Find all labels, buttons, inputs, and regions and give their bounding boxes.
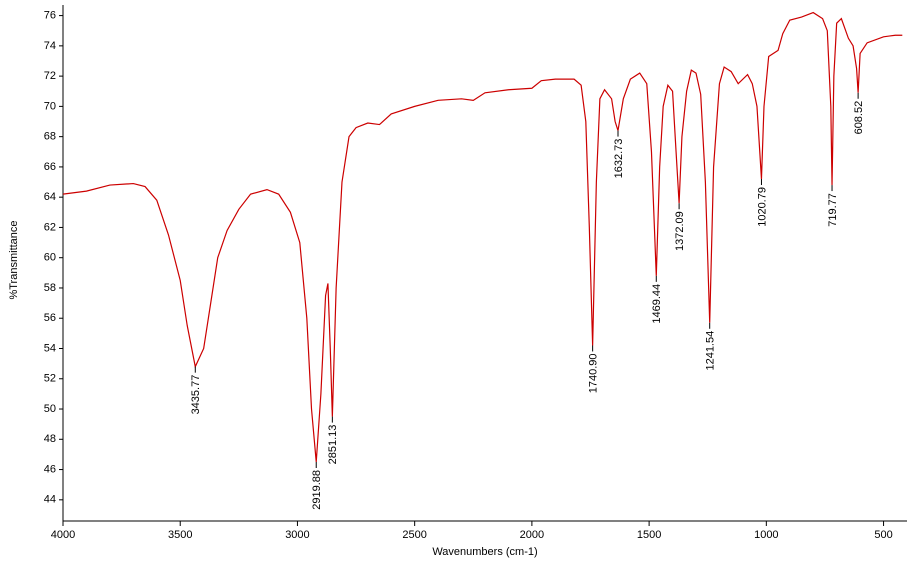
y-tick-label: 46 [44, 463, 56, 475]
x-tick-label: 1500 [637, 529, 661, 541]
peak-label: 719.77 [827, 193, 839, 227]
y-tick-label: 72 [44, 70, 56, 82]
peak-label: 1020.79 [756, 187, 768, 227]
y-tick-label: 70 [44, 100, 56, 112]
x-tick-label: 3000 [285, 529, 309, 541]
x-tick-label: 3500 [168, 529, 192, 541]
y-tick-label: 50 [44, 403, 56, 415]
y-tick-label: 64 [44, 191, 56, 203]
peak-label: 608.52 [853, 101, 865, 135]
y-tick-label: 68 [44, 131, 56, 143]
y-axis-title: %Transmittance [8, 220, 20, 299]
y-tick-label: 58 [44, 282, 56, 294]
y-tick-label: 56 [44, 312, 56, 324]
x-tick-label: 2000 [520, 529, 544, 541]
peak-label: 1740.90 [588, 353, 600, 393]
peak-label: 3435.77 [190, 375, 202, 415]
x-tick-label: 2500 [402, 529, 426, 541]
peak-label: 1469.44 [651, 284, 663, 324]
peak-label: 2851.13 [327, 425, 339, 465]
y-tick-label: 62 [44, 221, 56, 233]
x-axis-title: Wavenumbers (cm-1) [432, 546, 537, 558]
y-tick-label: 66 [44, 161, 56, 173]
y-tick-label: 60 [44, 252, 56, 264]
x-tick-label: 4000 [51, 529, 75, 541]
x-tick-label: 500 [874, 529, 892, 541]
x-tick-label: 1000 [754, 529, 778, 541]
peak-label: 1632.73 [613, 139, 625, 179]
y-tick-label: 76 [44, 9, 56, 21]
peak-label: 1241.54 [705, 331, 717, 371]
y-tick-label: 44 [44, 494, 56, 506]
y-tick-label: 48 [44, 433, 56, 445]
peak-label: 1372.09 [674, 211, 686, 251]
y-tick-label: 52 [44, 373, 56, 385]
y-tick-label: 74 [44, 40, 56, 52]
y-tick-label: 54 [44, 342, 56, 354]
spectrum-line [62, 11, 903, 463]
peak-label: 2919.88 [311, 470, 323, 510]
